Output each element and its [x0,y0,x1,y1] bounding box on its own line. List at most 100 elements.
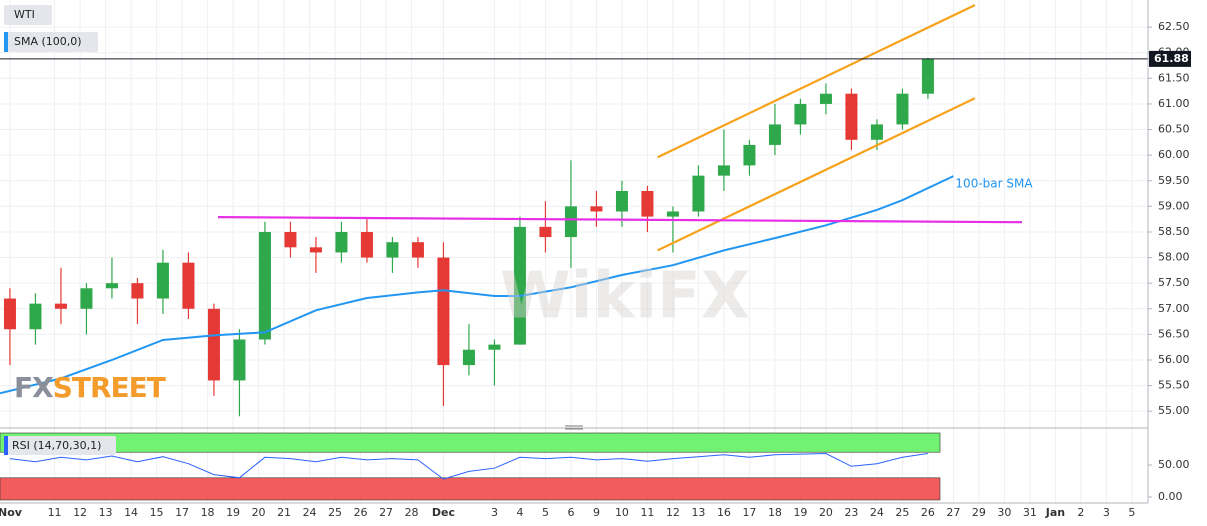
x-tick-label: 18 [201,506,215,519]
y-tick-label: 61.00 [1158,97,1190,110]
x-tick-label: 16 [717,506,731,519]
candle-body [819,93,832,104]
rsi-legend-box [4,436,116,455]
trend-line [657,97,976,252]
candle-body [258,231,271,340]
candle-body [335,231,348,253]
sma-legend-swatch [4,32,8,52]
x-tick-label: 4 [516,506,523,519]
rsi-legend-label: RSI (14,70,30,1) [12,439,101,452]
x-tick-label: 18 [768,506,782,519]
x-tick-label: Jan [1045,506,1065,519]
x-tick-label: 25 [895,506,909,519]
y-tick-label: 61.50 [1158,71,1190,84]
candle-body [411,242,424,258]
y-tick-label: 58.00 [1158,251,1190,264]
candle-body [80,288,93,309]
x-tick-label: 24 [870,506,884,519]
x-tick-label: 6 [567,506,574,519]
rsi-legend-swatch [4,436,8,455]
y-tick-label: 58.50 [1158,225,1190,238]
x-tick-label: 31 [1023,506,1037,519]
candle-body [641,190,654,217]
x-tick-label: 3 [491,506,498,519]
y-tick-label: 57.00 [1158,302,1190,315]
candle-body [845,93,858,140]
brand-prefix: FX [14,371,54,404]
candle-body [207,308,220,381]
x-tick-label: 27 [379,506,393,519]
y-tick-label: 62.50 [1158,20,1190,33]
candle-body [360,231,373,258]
x-tick-label: 11 [640,506,654,519]
x-tick-label: 29 [972,506,986,519]
y-tick-label: 60.50 [1158,123,1190,136]
x-tick-label: 11 [48,506,62,519]
trend-line [657,4,976,159]
candle-body [29,303,42,330]
rsi-line [9,452,928,480]
candle-body [743,144,756,166]
x-tick-label: 21 [277,506,291,519]
candle-body [717,165,730,176]
x-tick-label: 10 [615,506,629,519]
y-tick-label: 0.00 [1158,490,1183,503]
x-tick-label: 27 [946,506,960,519]
candle-body [437,257,450,366]
x-tick-label: 24 [303,506,317,519]
rsi-band [0,432,941,453]
x-tick-label: 12 [666,506,680,519]
candle-body [896,93,909,125]
overlay-layer: 55.00 55.50 56.00 56.50 57.00 57.50 58.00 58.50… [0,20,1191,519]
x-tick-label: 20 [252,506,266,519]
candle-body [131,283,144,299]
x-tick-label: 30 [997,506,1011,519]
x-tick-label: 2 [1077,506,1084,519]
sma-annotation: 100-bar SMA [955,177,1033,191]
x-tick-label: 12 [73,506,87,519]
y-tick-label: 55.50 [1158,379,1190,392]
candle-body [462,349,475,366]
y-tick-label: 59.50 [1158,174,1190,187]
y-tick-label: 59.00 [1158,199,1190,212]
x-tick-label: 17 [175,506,189,519]
y-tick-label: 56.00 [1158,353,1190,366]
x-tick-label: 13 [99,506,113,519]
symbol-box [4,5,52,25]
plot-area: 100-bar SMA [0,4,1148,501]
candle-body [564,206,577,238]
x-tick-label: 19 [226,506,240,519]
x-tick-label: 13 [691,506,705,519]
candle-body [768,124,781,145]
candle-body [309,247,322,253]
candle-body [692,175,705,212]
x-tick-label: 5 [542,506,549,519]
candle-body [3,298,16,330]
last-price-label: 61.88 [1154,52,1189,65]
sma-line [0,175,954,395]
candle-body [156,262,169,299]
sma-legend-box [4,32,98,52]
x-tick-label: 17 [742,506,756,519]
x-tick-label: 25 [328,506,342,519]
candle-body [921,58,934,94]
x-tick-label: Dec [432,506,455,519]
trend-line [217,216,1023,224]
brand-suffix: STREET [53,371,166,404]
x-tick-label: 14 [124,506,138,519]
sma-legend-label: SMA (100,0) [14,35,82,48]
watermark: WikiFX [500,260,750,334]
x-tick-label: 23 [844,506,858,519]
candle-body [870,124,883,140]
x-tick-label: 3 [1103,506,1110,519]
x-tick-label: Nov [0,506,23,519]
candle-body [488,344,501,350]
y-tick-label: 57.50 [1158,276,1190,289]
candle-body [590,206,603,212]
candle-body [182,262,195,309]
candle-body [386,242,399,258]
candle-body [539,226,552,238]
x-tick-label: 19 [793,506,807,519]
x-tick-label: 26 [921,506,935,519]
